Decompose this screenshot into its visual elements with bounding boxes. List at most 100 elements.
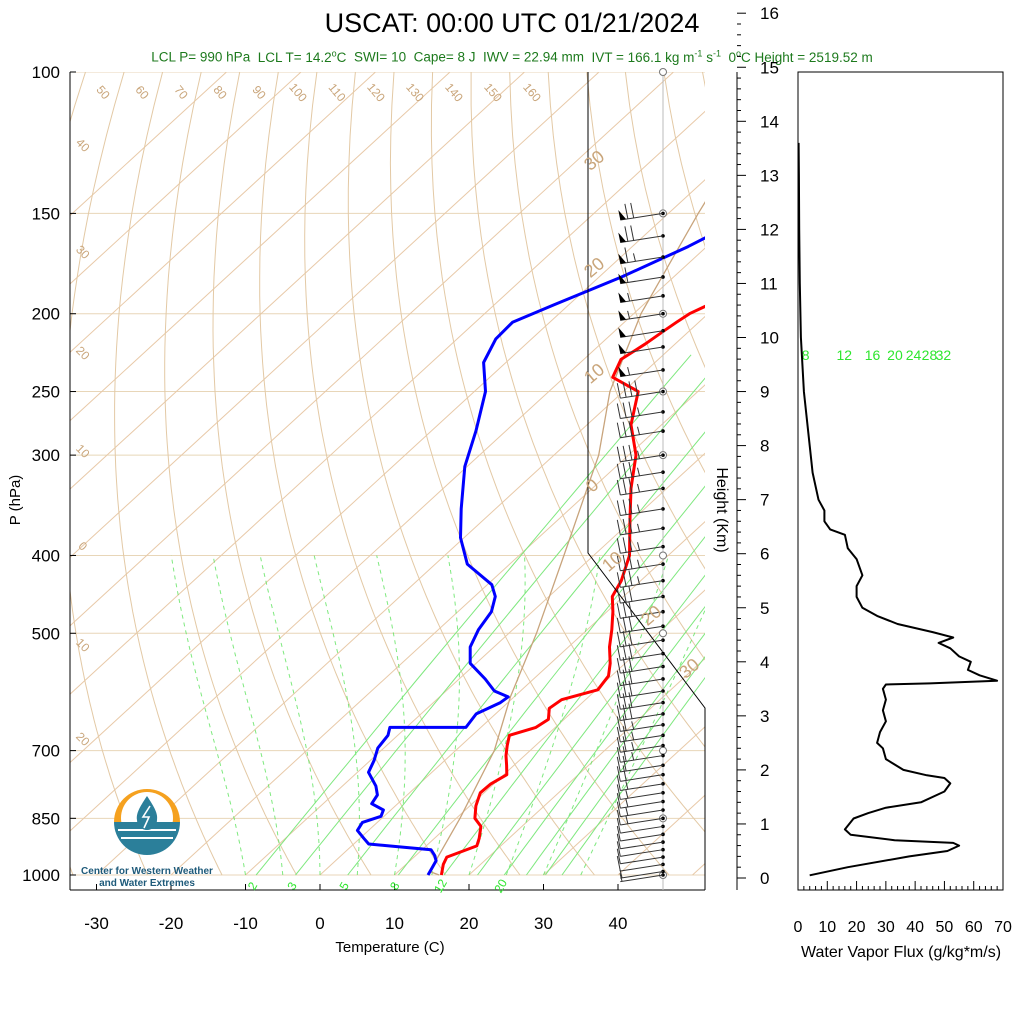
height-tick-label-0: 0 (760, 869, 769, 888)
barb-staff (620, 874, 664, 883)
dry-adiabat-label-90-4: 90 (249, 83, 269, 102)
height-tick-label-8: 8 (760, 437, 769, 456)
barb-flag (616, 538, 621, 554)
dry-adiabat-label-140-9: 140 (442, 80, 466, 105)
barb-flag (622, 587, 627, 603)
barb-flag (628, 478, 633, 494)
flux-curve (798, 142, 999, 877)
dry-adiabat-450 (895, 72, 1024, 875)
mixing-ratio-top-label-16: 16 (865, 347, 881, 363)
barb-flag (628, 643, 633, 659)
barb-staff (620, 454, 664, 463)
mixing-ratio-bottom-label-12: 12 (431, 876, 450, 895)
wind-barb-31 (616, 725, 664, 743)
barb-flag (616, 645, 621, 661)
dry-adiabat-430 (818, 72, 1024, 875)
barb-pennant (618, 327, 627, 338)
barb-half-flag (637, 576, 641, 585)
height-tick-label-10: 10 (760, 329, 779, 348)
parcel-path (428, 201, 705, 876)
moist-adiabat-5 (313, 555, 360, 876)
wind-barb-38 (616, 793, 664, 809)
barb-flag (630, 225, 635, 241)
swi-value: SWI= 10 (353, 49, 407, 65)
flux-x-tick-label-30: 30 (877, 919, 895, 936)
y-tick-label-500: 500 (32, 624, 60, 643)
wind-barb-4 (618, 292, 664, 303)
barb-flag (628, 553, 633, 569)
barb-flag (616, 756, 621, 772)
moist-adiabat--10 (170, 555, 246, 876)
wind-barb-26 (616, 668, 664, 687)
dry-adiabat-310 (347, 72, 595, 876)
barb-half-flag (627, 310, 631, 320)
height-tick-label-4: 4 (760, 653, 769, 672)
wind-barb-8 (618, 366, 664, 378)
barb-flag (622, 571, 627, 587)
barb-flag (624, 247, 629, 263)
barb-flag (628, 668, 633, 684)
barb-flag (616, 383, 621, 399)
mixing-ratio-line-28 (544, 656, 705, 876)
y-tick-label-1000: 1000 (22, 866, 60, 885)
isotherm--130 (70, 72, 227, 217)
barb-pennant (618, 310, 627, 321)
wind-barb-25 (616, 656, 664, 674)
barb-half-flag (625, 798, 629, 808)
moist-adiabat-25 (505, 555, 601, 876)
dry-adiabat-260 (114, 72, 223, 876)
barb-flag (622, 518, 627, 535)
mixing-ratio-line-2 (255, 354, 692, 876)
mixing-ratio-top-label-8: 8 (802, 347, 810, 363)
wind-barb-23 (616, 629, 664, 648)
x-tick-label--10: -10 (233, 914, 258, 933)
barb-pennant (618, 210, 627, 220)
dry-adiabat-460 (934, 72, 1024, 875)
skewt-frame (69, 72, 706, 891)
barb-staff (620, 527, 664, 536)
wind-barb-35 (616, 765, 664, 782)
dry-adiabat-350 (509, 72, 705, 661)
barb-flag (622, 402, 627, 418)
mixing-ratio-line-5 (347, 431, 705, 876)
wind-barb-18 (616, 553, 664, 572)
barb-flag (622, 462, 627, 478)
skewt-background (70, 72, 1024, 876)
barb-staff (620, 508, 664, 517)
barb-flag (616, 855, 621, 872)
barb-staff (620, 430, 664, 439)
barb-flag (634, 380, 639, 396)
skewt-right-border (587, 72, 706, 890)
flux-x-tick-label-0: 0 (794, 919, 803, 936)
wind-barb-32 (616, 736, 664, 753)
barb-half-flag (631, 751, 635, 761)
moist-adiabat-35 (580, 609, 705, 876)
isotherm-left-label-1: 30 (73, 242, 93, 262)
barb-flag (628, 680, 633, 696)
isotherm-50 (692, 862, 705, 876)
barb-flag (616, 658, 621, 674)
height-tick-label-14: 14 (760, 112, 779, 131)
logo-caption: Center for Western Weather and Water Ext… (62, 866, 232, 890)
barb-staff (620, 724, 664, 732)
barb-half-flag (637, 467, 641, 476)
x-tick-label-0: 0 (315, 914, 324, 933)
isotherm-right-label-1: 20 (580, 253, 608, 281)
barb-flag (616, 726, 621, 743)
barb-staff (620, 653, 664, 661)
barb-flag (622, 479, 627, 495)
height-tick-label-1: 1 (760, 815, 769, 834)
barb-staff (620, 755, 664, 763)
barb-half-flag (637, 483, 641, 493)
barb-staff (620, 546, 664, 554)
height-tick-label-13: 13 (760, 166, 779, 185)
wind-barb-20 (616, 586, 664, 604)
barb-flag (622, 445, 627, 461)
barb-flag (628, 420, 633, 436)
barb-staff (620, 678, 664, 687)
dry-adiabat-360 (547, 72, 705, 570)
flux-x-tick-label-10: 10 (818, 919, 836, 936)
logo-drop-icon (136, 796, 158, 830)
mixing-ratio-top-label-12: 12 (837, 347, 853, 363)
